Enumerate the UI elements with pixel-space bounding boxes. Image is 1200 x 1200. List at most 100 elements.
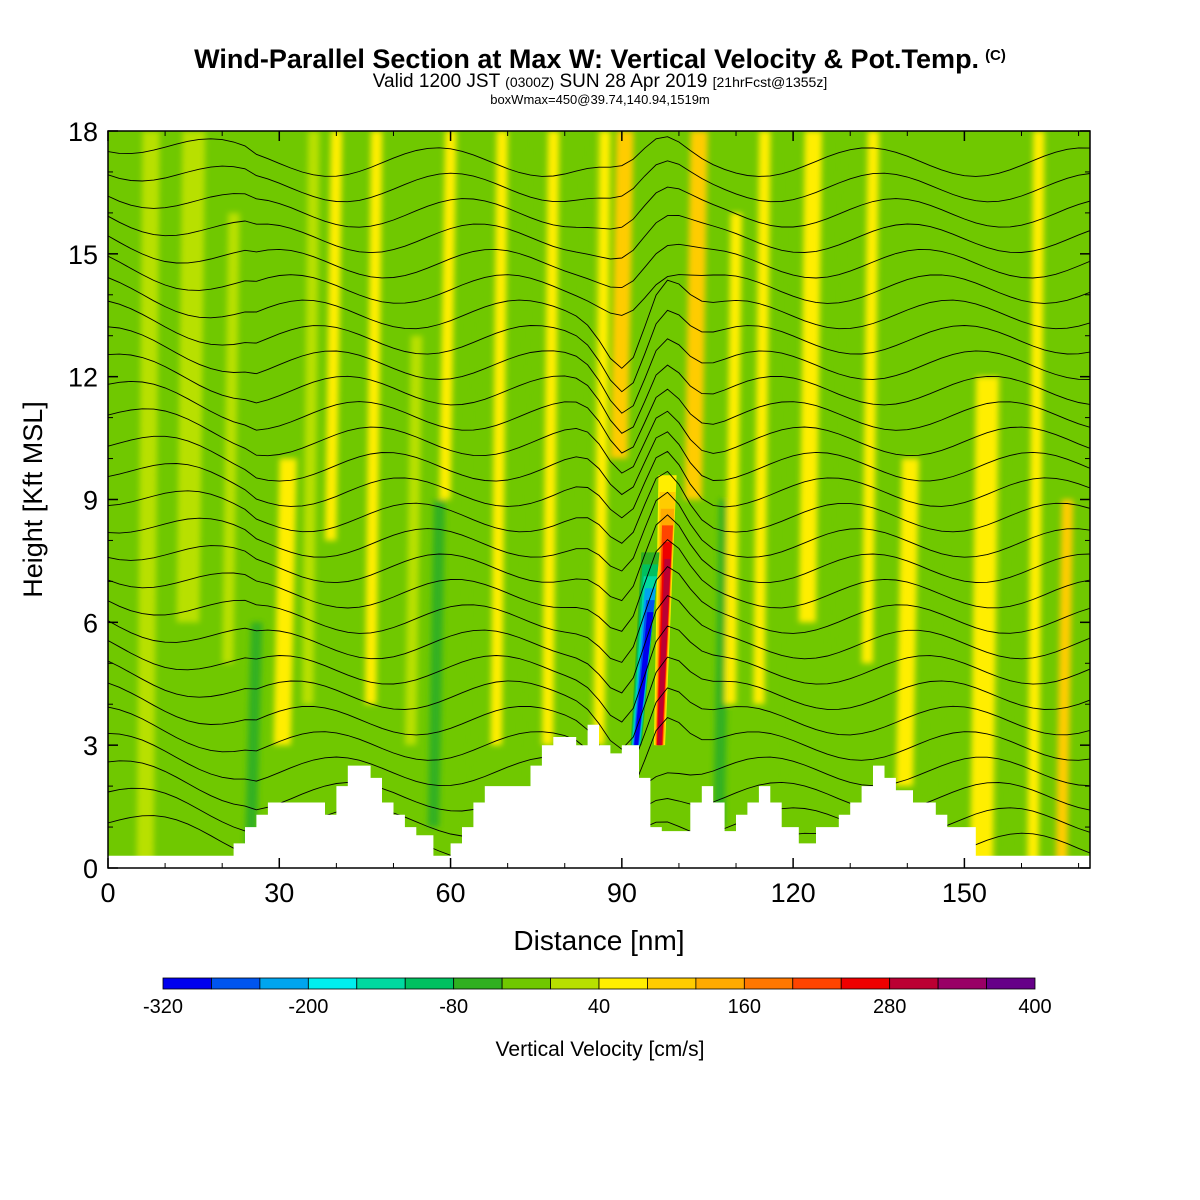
forecast-info: [21hrFcst@1355z] bbox=[712, 74, 828, 90]
x-tick-label: 90 bbox=[607, 878, 637, 908]
y-tick-label: 6 bbox=[83, 608, 98, 638]
x-tick-label: 150 bbox=[942, 878, 987, 908]
colorbar-tick-label: -80 bbox=[439, 996, 468, 1018]
velocity-band bbox=[519, 131, 537, 787]
velocity-band bbox=[861, 131, 880, 664]
colorbar-swatch bbox=[986, 977, 1036, 990]
colorbar-swatch bbox=[211, 977, 261, 990]
velocity-band bbox=[593, 131, 611, 746]
y-tick-label: 12 bbox=[68, 363, 98, 393]
velocity-band bbox=[176, 131, 206, 623]
colorbar-swatch bbox=[404, 977, 455, 990]
velocity-band bbox=[895, 458, 920, 787]
velocity-band bbox=[136, 131, 160, 868]
velocity-band bbox=[576, 131, 594, 746]
theta-contour-line bbox=[108, 300, 1090, 393]
velocity-band bbox=[610, 131, 634, 459]
colorbar-swatch bbox=[598, 977, 648, 990]
colorbar-swatch bbox=[792, 977, 842, 990]
theta-contour-line bbox=[108, 431, 1090, 496]
velocity-band bbox=[364, 131, 383, 705]
terrain-mask bbox=[108, 724, 1090, 868]
y-tick-label: 9 bbox=[83, 486, 98, 516]
y-tick-label: 0 bbox=[83, 854, 98, 884]
theta-contour-line bbox=[108, 491, 1090, 572]
velocity-band bbox=[753, 131, 771, 705]
y-tick-label: 18 bbox=[68, 117, 98, 147]
velocity-band bbox=[1055, 499, 1074, 868]
colorbar-title: Vertical Velocity [cm/s] bbox=[495, 1038, 705, 1061]
theta-contour-line bbox=[108, 656, 1090, 750]
x-tick-label: 30 bbox=[264, 878, 294, 908]
velocity-band bbox=[427, 499, 446, 828]
colorbar-swatch bbox=[501, 977, 551, 990]
x-tick-label: 60 bbox=[436, 878, 466, 908]
y-tick-label: 3 bbox=[83, 731, 98, 761]
colorbar-swatch bbox=[162, 977, 212, 990]
colorbar-swatch bbox=[550, 977, 600, 990]
colorbar-tick-label: -320 bbox=[143, 996, 183, 1018]
theta-contour-line bbox=[108, 538, 1090, 632]
velocity-band bbox=[490, 131, 508, 746]
theta-contour-line bbox=[108, 326, 1090, 414]
colorbar-swatch bbox=[695, 977, 745, 990]
velocity-band bbox=[324, 131, 343, 541]
title-text: Wind-Parallel Section at Max W: Vertical… bbox=[194, 44, 980, 74]
y-tick-label: 15 bbox=[68, 240, 98, 270]
theta-contour-line bbox=[108, 353, 1090, 434]
colorbar-tick-label: 40 bbox=[588, 996, 610, 1018]
x-tick-label: 120 bbox=[771, 878, 816, 908]
velocity-band bbox=[439, 131, 457, 500]
colorbar-swatch bbox=[259, 977, 309, 990]
colorbar-swatch bbox=[453, 977, 503, 990]
theta-contour-line bbox=[108, 470, 1090, 544]
colorbar-swatch bbox=[840, 977, 891, 990]
velocity-band bbox=[222, 212, 240, 664]
velocity-band bbox=[302, 131, 320, 705]
boxwmax-line: boxWmax=450@39.74,140.94,1519m bbox=[490, 92, 710, 107]
velocity-band bbox=[245, 622, 263, 848]
velocity-band bbox=[970, 376, 999, 868]
colorbar-tick-label: 400 bbox=[1018, 996, 1051, 1018]
chart-title: Wind-Parallel Section at Max W: Vertical… bbox=[0, 44, 1200, 75]
theta-contour-line bbox=[108, 380, 1090, 454]
theta-contour-line bbox=[108, 255, 1090, 316]
theta-contour-line bbox=[108, 235, 1090, 289]
theta-contour-line bbox=[108, 186, 1090, 230]
valid-date: SUN 28 Apr 2019 bbox=[559, 71, 708, 92]
theta-contour-line bbox=[108, 595, 1090, 694]
velocity-band bbox=[461, 294, 480, 828]
theta-contour-line bbox=[108, 566, 1090, 663]
updraft-core bbox=[657, 558, 671, 746]
x-axis-label: Distance [nm] bbox=[513, 925, 684, 956]
colorbar-tick-label: -200 bbox=[288, 996, 328, 1018]
colorbar-swatch bbox=[889, 977, 939, 990]
colorbar-tick-label: 160 bbox=[728, 996, 761, 1018]
valid-time-line: Valid 1200 JST (0300Z) SUN 28 Apr 2019 [… bbox=[0, 72, 1200, 92]
copyright-mark: (C) bbox=[985, 47, 1006, 64]
velocity-band bbox=[724, 212, 743, 705]
velocity-band bbox=[775, 131, 794, 828]
theta-contour-line bbox=[108, 215, 1090, 260]
x-tick-label: 0 bbox=[100, 878, 115, 908]
theta-contour-line bbox=[108, 136, 1090, 177]
theta-contour-line bbox=[108, 160, 1090, 203]
colorbar-swatch bbox=[356, 977, 406, 990]
colorbar-swatch bbox=[743, 977, 794, 990]
velocity-band bbox=[541, 131, 560, 746]
valid-utc: (0300Z) bbox=[505, 74, 555, 90]
colorbar-swatch bbox=[307, 977, 358, 990]
colorbar-tick-label: 280 bbox=[873, 996, 906, 1018]
colorbar-swatch bbox=[647, 977, 697, 990]
y-axis-label: Height [Kft MSL] bbox=[18, 401, 48, 598]
theta-contour-line bbox=[108, 450, 1090, 519]
valid-prefix: Valid 1200 JST bbox=[372, 71, 500, 92]
velocity-band bbox=[827, 131, 845, 664]
velocity-band bbox=[924, 540, 948, 828]
theta-contour-line bbox=[108, 514, 1090, 602]
theta-contour-line bbox=[108, 277, 1090, 369]
plot-area bbox=[108, 131, 1090, 868]
theta-contour-line bbox=[108, 408, 1090, 474]
colorbar-swatch bbox=[937, 977, 987, 990]
